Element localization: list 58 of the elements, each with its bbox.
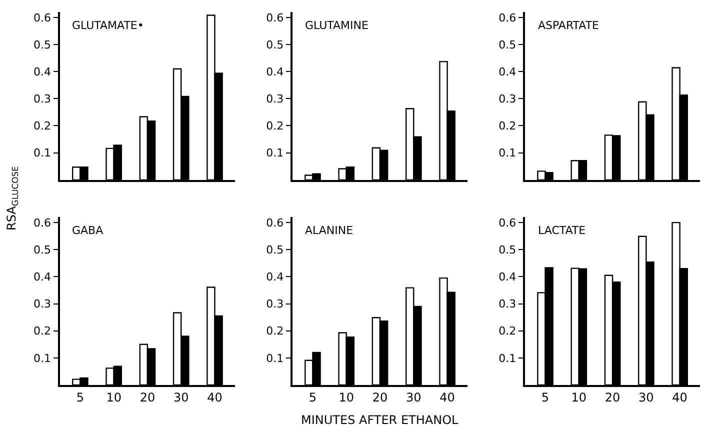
y-tick-label: 0.1 xyxy=(266,352,284,365)
x-tick-label: 10 xyxy=(106,390,122,404)
x-tick-label: 40 xyxy=(207,390,222,404)
text: GLUTAMATE• xyxy=(72,19,144,32)
y-tick-label: 0.4 xyxy=(266,65,284,78)
text: GLUTAMINE xyxy=(305,19,369,32)
x-axis-title: MINUTES AFTER ETHANOL xyxy=(301,413,459,427)
y-tick-label: 0.2 xyxy=(266,324,284,338)
y-tick-label: 0.3 xyxy=(498,298,516,311)
y-tick-label: 0.6 xyxy=(34,11,52,24)
y-tick-label: 0.6 xyxy=(498,216,516,230)
y-tick-label: 0.4 xyxy=(498,270,516,284)
y-tick-label: 0.3 xyxy=(498,92,516,106)
y-tick-label: 0.1 xyxy=(498,146,516,160)
x-tick-label: 30 xyxy=(406,390,422,404)
x-tick-label: 40 xyxy=(440,390,455,404)
x-tick-label: 5 xyxy=(308,390,317,404)
x-tick-label: 10 xyxy=(338,390,354,404)
x-tick-label: 20 xyxy=(372,390,388,404)
text: GABA xyxy=(72,224,104,237)
y-tick-label: 0.5 xyxy=(34,243,52,256)
y-tick-label: 0.1 xyxy=(34,352,52,365)
y-tick-label: 0.6 xyxy=(266,216,284,230)
x-tick-label: 5 xyxy=(76,390,84,404)
x-tick-label: 40 xyxy=(672,390,688,404)
x-tick-label: 20 xyxy=(604,390,620,404)
x-tick-label: 5 xyxy=(541,390,550,404)
y-tick-label: 0.1 xyxy=(34,146,52,160)
y-tick-label: 0.5 xyxy=(34,38,52,52)
y-tick-label: 0.1 xyxy=(498,352,516,365)
y-tick-label: 0.2 xyxy=(266,120,284,133)
y-tick-label: 0.6 xyxy=(266,11,284,24)
y-tick-label: 0.2 xyxy=(498,120,516,133)
x-tick-label: 30 xyxy=(638,390,654,404)
y-tick-label: 0.3 xyxy=(266,92,284,106)
y-tick-label: 0.3 xyxy=(34,92,52,106)
y-tick-label: 0.2 xyxy=(34,324,52,338)
y-tick-label: 0.4 xyxy=(34,65,52,78)
text: ASPARTATE xyxy=(538,19,600,32)
text: ALANINE xyxy=(305,224,354,237)
y-tick-label: 0.5 xyxy=(498,243,516,256)
y-tick-label: 0.5 xyxy=(498,38,516,52)
y-tick-label: 0.4 xyxy=(34,270,52,284)
y-tick-label: 0.6 xyxy=(498,11,516,24)
y-tick-label: 0.5 xyxy=(266,38,284,52)
y-tick-label: 0.3 xyxy=(266,298,284,311)
y-tick-label: 0.2 xyxy=(34,120,52,133)
y-tick-label: 0.4 xyxy=(266,270,284,284)
x-tick-label: 20 xyxy=(140,390,156,404)
y-tick-label: 0.6 xyxy=(34,216,52,230)
x-tick-label: 30 xyxy=(173,390,189,404)
x-tick-label: 10 xyxy=(571,390,587,404)
text: LACTATE xyxy=(538,224,586,237)
y-tick-label: 0.3 xyxy=(34,298,52,311)
y-tick-label: 0.5 xyxy=(266,243,284,256)
y-tick-label: 0.1 xyxy=(266,146,284,160)
y-tick-label: 0.2 xyxy=(498,324,516,338)
y-tick-label: 0.4 xyxy=(498,65,516,78)
